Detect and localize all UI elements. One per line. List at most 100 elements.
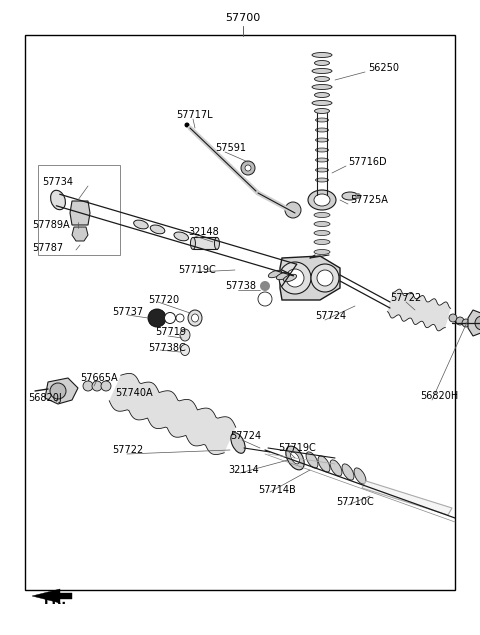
Polygon shape — [45, 378, 78, 404]
Circle shape — [317, 270, 333, 286]
Ellipse shape — [330, 460, 342, 476]
Text: 32114: 32114 — [228, 465, 259, 475]
Ellipse shape — [314, 76, 329, 81]
Text: 57710C: 57710C — [336, 497, 374, 507]
Ellipse shape — [342, 464, 354, 480]
Ellipse shape — [133, 220, 148, 229]
Text: 57725A: 57725A — [350, 195, 388, 205]
Circle shape — [311, 264, 339, 292]
Circle shape — [258, 292, 272, 306]
Ellipse shape — [150, 225, 165, 234]
Ellipse shape — [314, 60, 329, 65]
Ellipse shape — [180, 329, 190, 341]
Text: 57720: 57720 — [148, 295, 179, 305]
Circle shape — [148, 309, 166, 327]
Ellipse shape — [276, 272, 289, 279]
Circle shape — [456, 317, 464, 325]
Ellipse shape — [314, 109, 329, 114]
Ellipse shape — [312, 100, 332, 105]
Polygon shape — [468, 310, 480, 336]
Text: FR.: FR. — [44, 594, 67, 606]
Text: 57700: 57700 — [226, 13, 261, 23]
Text: 57716D: 57716D — [348, 157, 386, 167]
Ellipse shape — [174, 232, 189, 241]
Text: 32148: 32148 — [188, 227, 219, 237]
Ellipse shape — [50, 190, 65, 210]
Text: 57724: 57724 — [230, 431, 261, 441]
Circle shape — [92, 381, 102, 391]
Text: 57787: 57787 — [32, 243, 63, 253]
Text: 57738C: 57738C — [148, 343, 186, 353]
Circle shape — [83, 381, 93, 391]
Text: 57591: 57591 — [215, 143, 246, 153]
Circle shape — [279, 262, 311, 294]
Circle shape — [449, 314, 457, 322]
Circle shape — [101, 381, 111, 391]
Text: 56250: 56250 — [368, 63, 399, 73]
Ellipse shape — [312, 53, 332, 58]
Ellipse shape — [286, 446, 304, 470]
Polygon shape — [72, 227, 88, 241]
Circle shape — [184, 123, 190, 128]
Circle shape — [148, 309, 166, 327]
Ellipse shape — [314, 222, 330, 227]
Circle shape — [355, 193, 361, 199]
Circle shape — [50, 383, 66, 399]
Text: 57737: 57737 — [112, 307, 143, 317]
Ellipse shape — [290, 452, 300, 464]
Text: 57722: 57722 — [112, 445, 143, 455]
Ellipse shape — [315, 178, 328, 182]
Ellipse shape — [180, 345, 190, 356]
Text: 56820H: 56820H — [420, 391, 458, 401]
Polygon shape — [32, 589, 72, 603]
Ellipse shape — [191, 237, 195, 250]
Ellipse shape — [315, 148, 328, 152]
Ellipse shape — [315, 138, 328, 142]
Circle shape — [176, 314, 184, 322]
Circle shape — [286, 269, 304, 287]
Text: 57738: 57738 — [225, 281, 256, 291]
Text: 57665A: 57665A — [80, 373, 118, 383]
Ellipse shape — [314, 231, 330, 236]
Polygon shape — [280, 256, 340, 300]
Circle shape — [285, 202, 301, 218]
Text: 57719C: 57719C — [178, 265, 216, 275]
Text: 57719C: 57719C — [278, 443, 316, 453]
Text: 57734: 57734 — [42, 177, 73, 187]
Ellipse shape — [318, 456, 330, 472]
Ellipse shape — [215, 237, 219, 250]
Text: 56820J: 56820J — [28, 393, 62, 403]
Ellipse shape — [315, 158, 328, 162]
Circle shape — [245, 165, 251, 171]
Ellipse shape — [306, 452, 318, 468]
Text: 57717L: 57717L — [176, 110, 213, 120]
Ellipse shape — [314, 213, 330, 218]
Ellipse shape — [354, 468, 366, 484]
Circle shape — [475, 316, 480, 330]
Ellipse shape — [314, 194, 330, 206]
Polygon shape — [362, 481, 452, 515]
Ellipse shape — [231, 432, 245, 453]
Circle shape — [462, 319, 470, 327]
Polygon shape — [109, 373, 236, 455]
Text: 57719: 57719 — [155, 327, 186, 337]
Ellipse shape — [314, 250, 330, 255]
Ellipse shape — [315, 168, 328, 172]
Circle shape — [260, 281, 270, 291]
Bar — [25, 35, 455, 590]
Ellipse shape — [342, 192, 358, 200]
Ellipse shape — [268, 271, 282, 277]
Polygon shape — [387, 289, 451, 331]
Ellipse shape — [314, 239, 330, 244]
Polygon shape — [193, 237, 217, 250]
Text: 57722: 57722 — [390, 293, 421, 303]
Circle shape — [165, 312, 176, 323]
Circle shape — [241, 161, 255, 175]
Polygon shape — [70, 201, 90, 225]
Ellipse shape — [192, 314, 199, 322]
Ellipse shape — [314, 93, 329, 98]
Text: 57724: 57724 — [315, 311, 346, 321]
Ellipse shape — [283, 274, 297, 282]
Ellipse shape — [315, 118, 328, 122]
Text: 57789A: 57789A — [32, 220, 70, 230]
